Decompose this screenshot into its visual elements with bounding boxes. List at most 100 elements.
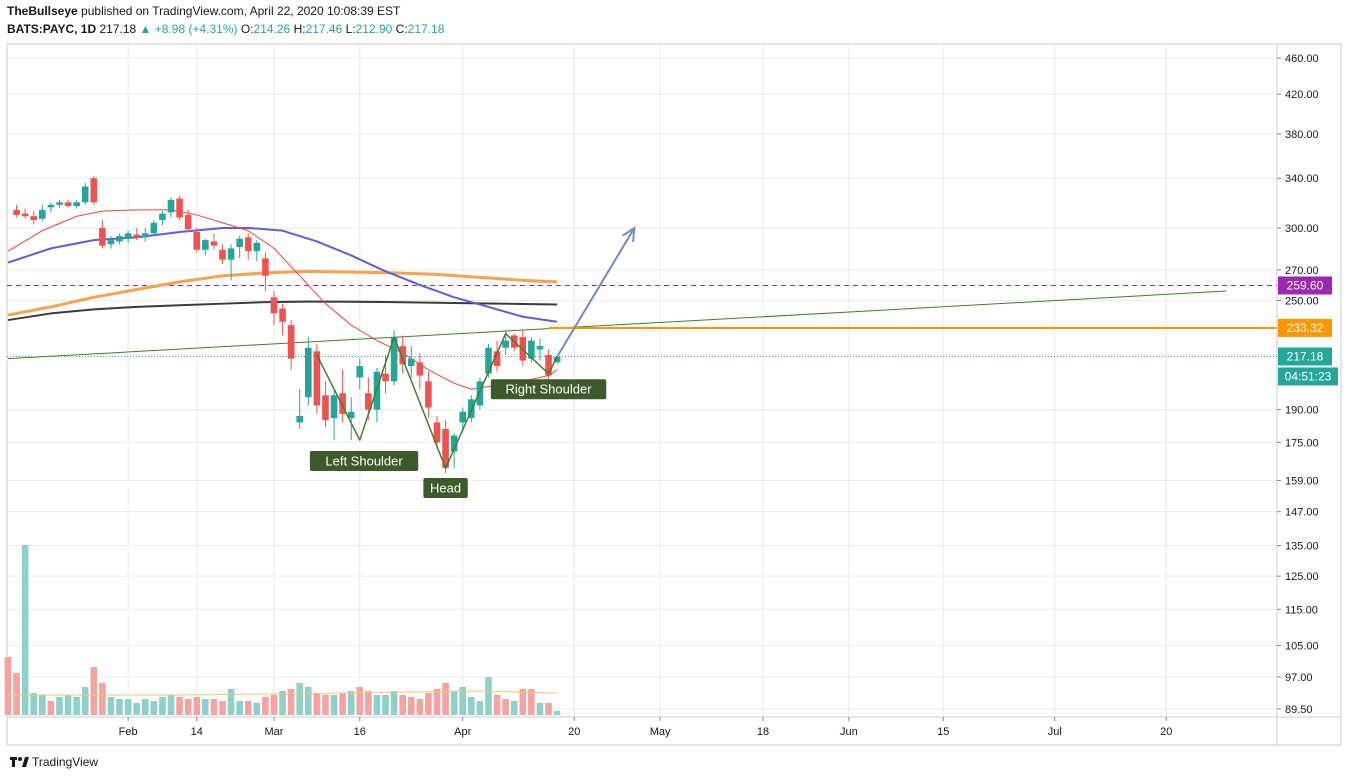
candle-body [133,234,140,238]
candle-body [210,241,218,246]
candle-body [382,373,389,382]
volume-bar [253,703,261,715]
volume-bar [425,693,432,715]
volume-bar [450,691,458,715]
volume-bar [330,695,338,715]
volume-bar [90,667,98,715]
publish-info: published on TradingView.com, April 22, … [81,4,401,18]
candle-body [279,308,286,322]
volume-bar [442,683,449,715]
y-tick-label: 420.00 [1285,89,1319,101]
candle-body [64,202,72,207]
candle-body [39,209,46,219]
price-axis-label: 233.32 [1287,321,1324,335]
price-axis-label: 259.60 [1287,279,1324,293]
tradingview-brand[interactable]: TradingView [32,755,99,769]
y-tick-label: 175.00 [1285,437,1319,449]
author-name[interactable]: TheBullseye [7,4,78,18]
candle-body [159,213,166,221]
candle-body [81,186,89,203]
volume-bar [270,695,278,715]
candle-body [287,325,295,359]
volume-bar [502,699,509,715]
open-label: O: [240,22,254,36]
countdown-box [1278,367,1338,386]
candle-body [219,249,226,260]
x-tick-label: Mar [265,726,284,738]
candle-body [47,204,55,208]
volume-bar [545,703,552,715]
candle-body [244,237,252,252]
volume-bar [390,691,398,715]
y-tick-label: 190.00 [1285,405,1319,417]
candle-body [124,233,132,239]
x-tick-label: May [650,726,671,738]
pattern-label: Head [430,481,461,496]
y-tick-label: 89.50 [1285,704,1313,716]
pattern-label-box [490,379,607,400]
volume-bar [339,693,346,715]
ma-20-line [7,209,558,390]
volume-bar [476,701,484,715]
close-label: C: [395,22,408,36]
volume-bar [219,701,226,715]
up-triangle-icon: ▲ [139,22,152,36]
candle-body [21,213,29,217]
publish-header: TheBullseye published on TradingView.com… [7,4,400,18]
volume-bar [184,699,192,715]
candle-body [141,233,149,238]
candle-body [90,178,98,203]
forecast-arrow-head [622,226,636,243]
volume-bar [373,695,381,715]
volume-bar [210,699,218,715]
x-tick-label: Apr [454,726,471,738]
volume-bar [47,701,55,715]
x-tick-label: Jun [840,726,858,738]
y-tick-label: 115.00 [1285,604,1318,616]
candle-body [433,422,441,443]
candle-body [270,297,278,314]
volume-bar [262,697,269,715]
x-tick-label: 20 [1160,726,1172,738]
candle-body [330,395,338,419]
candle-body [73,202,80,207]
low-label: L: [345,22,356,36]
candle-body [13,209,20,215]
volume-bar [99,683,106,715]
candle-body [305,347,312,398]
price-axis-label-box [1278,347,1332,366]
volume-bar [4,657,12,715]
candle-body [313,351,321,406]
y-tick-label: 97.00 [1285,672,1313,684]
volume-bar [313,693,321,715]
forecast-arrow-line [556,227,636,358]
close-value: 217.18 [407,22,445,36]
tradingview-logo-icon [10,755,29,769]
candle-body [116,236,123,242]
chart-frame [6,43,1342,746]
last-price: 217.18 [99,22,137,36]
y-tick-label: 105.00 [1285,640,1319,652]
candle-body [553,356,561,363]
countdown-label: 04:51:23 [1285,369,1332,383]
pattern-label: Right Shoulder [506,382,593,397]
candle-body [56,202,63,205]
y-tick-label: 125.00 [1285,571,1319,583]
x-tick-label: Feb [119,726,138,738]
pattern-label: Left Shoulder [325,453,403,468]
head-shoulders-pattern [316,332,558,469]
candle-body [167,199,175,213]
y-tick-label: 270.00 [1285,265,1319,277]
ma-50-line [7,226,558,323]
volume-bar [227,689,235,715]
candle-body [202,240,209,250]
volume-bar [399,695,406,715]
candle-body [176,198,183,218]
footer: TradingView [10,755,98,769]
x-tick-label: 14 [191,726,203,738]
candle-body [347,411,355,419]
volume-bar [510,701,518,715]
candle-body [493,351,501,367]
symbol-header: BATS:PAYC, 1D 217.18 ▲ +8.98 (+4.31%) O:… [7,22,444,36]
